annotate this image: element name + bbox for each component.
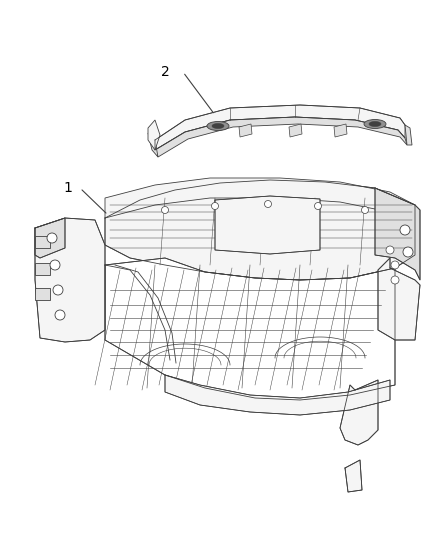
- Circle shape: [361, 206, 368, 214]
- Polygon shape: [105, 180, 415, 280]
- Circle shape: [386, 246, 394, 254]
- Polygon shape: [35, 236, 50, 248]
- Circle shape: [55, 310, 65, 320]
- Polygon shape: [405, 125, 412, 145]
- Circle shape: [212, 203, 219, 209]
- Polygon shape: [35, 288, 50, 300]
- Polygon shape: [35, 218, 105, 342]
- Polygon shape: [215, 196, 320, 254]
- Polygon shape: [105, 178, 415, 225]
- Circle shape: [391, 276, 399, 284]
- Ellipse shape: [212, 124, 224, 128]
- Circle shape: [403, 247, 413, 257]
- Circle shape: [53, 285, 63, 295]
- Polygon shape: [148, 120, 160, 150]
- Polygon shape: [239, 124, 252, 137]
- Text: 2: 2: [161, 65, 170, 79]
- Polygon shape: [35, 263, 50, 275]
- Polygon shape: [340, 380, 378, 445]
- Polygon shape: [35, 218, 65, 258]
- Circle shape: [50, 260, 60, 270]
- Circle shape: [314, 203, 321, 209]
- Polygon shape: [334, 124, 347, 137]
- Polygon shape: [375, 188, 420, 280]
- Circle shape: [265, 200, 272, 207]
- Polygon shape: [345, 460, 362, 492]
- Circle shape: [47, 233, 57, 243]
- Polygon shape: [155, 105, 405, 150]
- Polygon shape: [155, 117, 407, 157]
- Circle shape: [391, 261, 399, 269]
- Ellipse shape: [364, 119, 386, 128]
- Circle shape: [400, 225, 410, 235]
- Polygon shape: [378, 258, 420, 340]
- Polygon shape: [105, 258, 395, 400]
- Ellipse shape: [369, 122, 381, 126]
- Polygon shape: [148, 133, 158, 157]
- Ellipse shape: [207, 122, 229, 131]
- Polygon shape: [165, 375, 390, 415]
- Text: 1: 1: [64, 181, 72, 195]
- Polygon shape: [289, 124, 302, 137]
- Circle shape: [162, 206, 169, 214]
